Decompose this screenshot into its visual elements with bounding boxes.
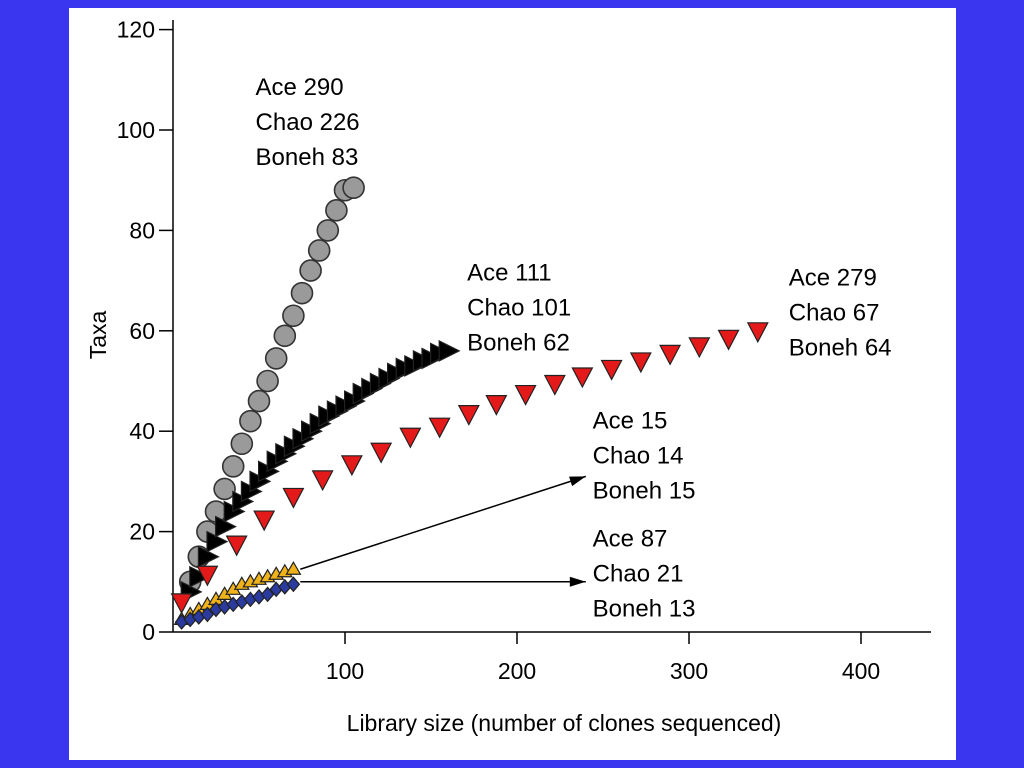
right-triangle-point xyxy=(215,515,237,538)
y-tick-label: 20 xyxy=(129,519,155,545)
circle-point xyxy=(342,176,365,200)
circle-point xyxy=(264,347,288,370)
y-tick-label: 80 xyxy=(129,217,155,243)
y-tick-label: 40 xyxy=(129,418,155,444)
down-triangle-point xyxy=(370,442,393,464)
circle-point xyxy=(273,324,297,348)
down-triangle-point xyxy=(311,470,334,492)
annotation-line: Ace 111 xyxy=(467,260,552,287)
down-triangle-point xyxy=(717,329,740,351)
annotation-line: Chao 21 xyxy=(593,561,684,588)
circle-point xyxy=(299,259,322,282)
circle-point xyxy=(307,239,331,262)
x-tick-label: 400 xyxy=(842,658,880,684)
annotation-arrows xyxy=(300,475,587,587)
right-triangle-point xyxy=(206,530,229,553)
circle-point xyxy=(316,219,340,242)
arrow-shaft xyxy=(300,475,587,570)
x-tick-label: 300 xyxy=(670,658,708,684)
annotation-line: Chao 14 xyxy=(593,443,684,470)
down-triangle-point xyxy=(428,417,451,439)
down-triangle-point xyxy=(600,359,623,381)
down-triangle-point xyxy=(485,394,508,416)
circle-point xyxy=(325,199,348,222)
annotation-labels: Ace 290 Chao 226 Boneh 83 Ace 111 Chao 101 Bo… xyxy=(256,74,892,623)
chart-axes xyxy=(159,20,931,644)
diamond-point xyxy=(260,586,275,603)
down-triangle-point xyxy=(170,593,193,615)
circle-point xyxy=(282,304,305,328)
annotation-line: Boneh 62 xyxy=(467,330,570,357)
down-triangle-point xyxy=(225,535,248,557)
y-tick-label: 120 xyxy=(117,17,155,43)
scatter-chart: 0 20 40 60 80 100 120 100 200 300 400 Ace 290 Chao … xyxy=(85,17,931,736)
circle-point xyxy=(213,477,236,501)
circle-point xyxy=(290,281,314,305)
down-triangle-point xyxy=(514,384,537,406)
annotation-line: Boneh 83 xyxy=(256,144,359,171)
x-axis-title: Library size (number of clones sequenced… xyxy=(347,710,782,736)
right-triangle-point xyxy=(438,339,461,362)
annotation-line: Boneh 15 xyxy=(593,478,696,505)
slide-panel: 0 20 40 60 80 100 120 100 200 300 400 Ace 290 Chao … xyxy=(69,8,956,760)
down-triangle-point xyxy=(196,565,219,587)
annotation-line: Chao 67 xyxy=(789,300,880,327)
y-tick-label: 100 xyxy=(117,117,155,143)
up-triangle-point xyxy=(285,561,302,575)
arrow-head xyxy=(569,476,586,487)
annotation-line: Ace 290 xyxy=(256,74,344,101)
down-triangle-point xyxy=(571,367,594,389)
arrow-head xyxy=(569,576,586,587)
data-marks xyxy=(170,176,769,630)
tick-labels: 0 20 40 60 80 100 120 100 200 300 400 xyxy=(117,17,881,684)
annotation-line: Chao 101 xyxy=(467,295,571,322)
diamond-point xyxy=(200,606,215,623)
circle-point xyxy=(221,455,245,478)
annotation-line: Boneh 13 xyxy=(593,596,696,623)
annotation-line: Ace 87 xyxy=(593,526,668,553)
right-triangle-point xyxy=(197,545,220,568)
annotation-line: Chao 226 xyxy=(256,109,360,136)
diamond-point xyxy=(286,576,301,593)
down-triangle-point xyxy=(746,322,769,344)
down-triangle-point xyxy=(659,344,682,366)
y-axis-title: Taxa xyxy=(85,311,111,360)
down-triangle-point xyxy=(688,337,711,359)
down-triangle-point xyxy=(340,455,363,477)
down-triangle-point xyxy=(543,374,566,396)
x-tick-label: 200 xyxy=(498,658,536,684)
annotation-line: Ace 279 xyxy=(789,265,877,292)
annotation-line: Boneh 64 xyxy=(789,335,892,362)
down-triangle-point xyxy=(629,352,652,374)
circle-point xyxy=(239,409,262,433)
y-tick-label: 60 xyxy=(129,318,155,344)
down-triangle-point xyxy=(457,405,480,426)
y-tick-label: 0 xyxy=(142,619,155,645)
down-triangle-point xyxy=(253,510,276,532)
circle-point xyxy=(230,432,254,456)
down-triangle-point xyxy=(399,427,422,449)
x-tick-label: 100 xyxy=(326,658,364,684)
circle-point xyxy=(247,389,271,413)
circle-point xyxy=(256,369,279,393)
down-triangle-point xyxy=(282,487,305,509)
annotation-line: Ace 15 xyxy=(593,408,668,435)
